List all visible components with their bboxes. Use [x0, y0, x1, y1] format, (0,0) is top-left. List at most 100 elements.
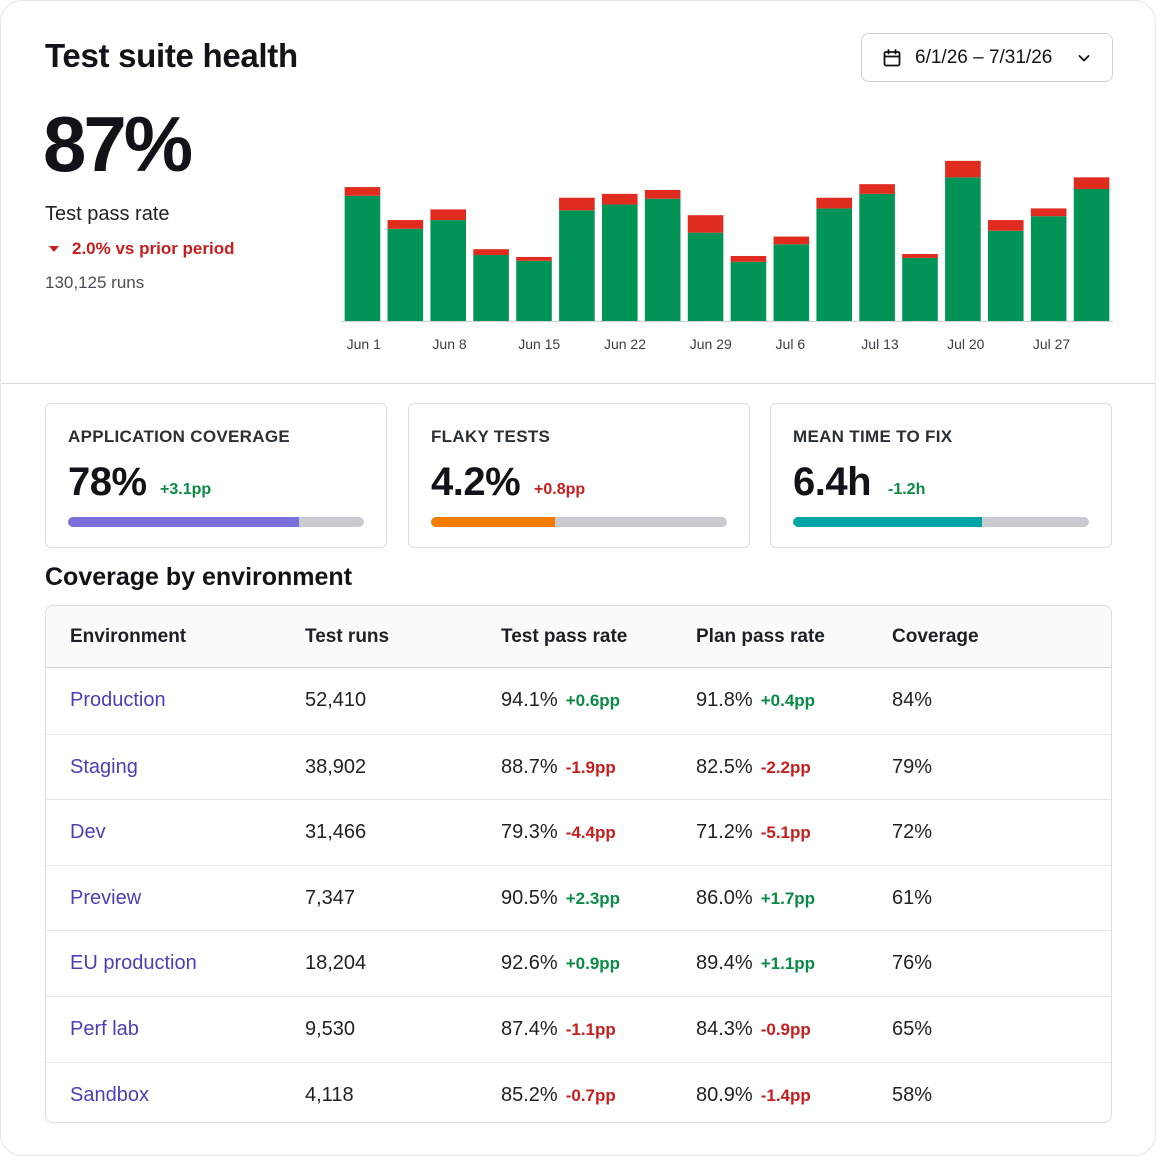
bar-pass-segment — [473, 255, 509, 321]
test-pass-rate-cell: 87.4% -1.1pp — [501, 1018, 616, 1041]
metric-value: 4.2% — [431, 460, 521, 504]
plan-pass-rate-value: 71.2% — [696, 821, 753, 844]
coverage-cell: 58% — [892, 1083, 933, 1106]
metric-progress-track — [68, 517, 364, 527]
environment-link[interactable]: Production — [70, 689, 166, 711]
coverage-cell: 84% — [892, 689, 933, 711]
bar-fail-segment — [902, 254, 938, 258]
table-row[interactable]: Perf lab 9,530 87.4% -1.1pp 84.3% -0.9pp 65% — [46, 996, 1111, 1062]
plan-pass-rate-cell: 82.5% -2.2pp — [696, 756, 811, 779]
table-row[interactable]: EU production 18,204 92.6% +0.9pp 89.4% +1.1p… — [46, 930, 1111, 996]
bar-pass-segment — [859, 193, 895, 321]
test-pass-rate-value: 85.2% — [501, 1083, 558, 1106]
environment-link[interactable]: EU production — [70, 952, 197, 975]
environment-link[interactable]: Sandbox — [70, 1083, 149, 1106]
metric-progress-fill — [793, 517, 983, 527]
test-runs-cell: 31,466 — [305, 821, 367, 844]
bar-pass-segment — [1030, 216, 1067, 321]
metric-delta: -1.2h — [888, 481, 926, 498]
environment-link[interactable]: Staging — [70, 755, 138, 778]
bar-pass-segment — [687, 232, 724, 321]
x-tick-label: Jul 20 — [947, 336, 985, 352]
plan-pass-rate-cell: 86.0% +1.7pp — [696, 887, 815, 910]
plan-pass-rate-cell: 71.2% -5.1pp — [696, 821, 811, 844]
metric-label: APPLICATION COVERAGE — [68, 427, 290, 446]
plan-pass-rate-delta: -0.9pp — [760, 1020, 811, 1039]
coverage-cell: 79% — [892, 755, 933, 778]
metric-card: FLAKY TESTS 4.2% +0.8pp — [408, 403, 750, 548]
table-row[interactable]: Dev 31,466 79.3% -4.4pp 71.2% -5.1pp 72% — [46, 799, 1111, 865]
column-header-environment[interactable]: Environment — [70, 626, 187, 647]
coverage-cell: 65% — [892, 1018, 933, 1040]
page-title: Test suite health — [45, 37, 298, 74]
column-header-test-runs[interactable]: Test runs — [305, 626, 390, 647]
coverage-cell: 76% — [892, 952, 933, 975]
bar-fail-segment — [859, 184, 895, 194]
table-header: Environment Test runs Test pass rate Pla… — [46, 606, 1111, 668]
metric-value: 6.4h — [793, 460, 872, 504]
column-header-test-pass-rate[interactable]: Test pass rate — [501, 626, 628, 647]
bar-fail-segment — [601, 193, 638, 205]
pass-rate-delta: 2.0% vs prior period — [49, 239, 235, 259]
table-row[interactable]: Preview 7,347 90.5% +2.3pp 86.0% +1.7pp 61% — [46, 864, 1111, 931]
bar-fail-segment — [559, 197, 595, 211]
plan-pass-rate-value: 82.5% — [696, 755, 753, 778]
metric-card: APPLICATION COVERAGE 78% +3.1pp — [45, 403, 387, 548]
pass-rate-label: Test pass rate — [45, 203, 170, 225]
section-divider — [1, 383, 1155, 384]
test-runs-cell: 38,902 — [305, 755, 367, 778]
bar-fail-segment — [430, 209, 467, 221]
metric-delta: +0.8pp — [534, 481, 586, 498]
plan-pass-rate-cell: 80.9% -1.4pp — [696, 1084, 811, 1107]
test-pass-rate-cell: 79.3% -4.4pp — [501, 821, 616, 844]
plan-pass-rate-value: 80.9% — [696, 1083, 753, 1106]
environment-link[interactable]: Perf lab — [70, 1018, 139, 1040]
test-runs-cell: 9,530 — [305, 1018, 356, 1040]
test-pass-rate-cell: 94.1% +0.6pp — [501, 689, 620, 712]
calendar-icon — [883, 48, 901, 66]
table-row[interactable]: Staging 38,902 88.7% -1.9pp 82.5% -2.2pp 79% — [46, 733, 1111, 800]
x-tick-label: Jun 1 — [347, 336, 381, 352]
plan-pass-rate-value: 86.0% — [696, 886, 753, 909]
column-header-plan-pass-rate[interactable]: Plan pass rate — [696, 626, 825, 647]
table-row[interactable]: Production 52,410 94.1% +0.6pp 91.8% +0.4pp 84… — [46, 668, 1111, 734]
test-pass-rate-value: 88.7% — [501, 755, 558, 778]
plan-pass-rate-value: 89.4% — [696, 952, 753, 975]
bar-fail-segment — [644, 189, 681, 199]
date-range-picker[interactable]: 6/1/26 – 7/31/26 — [861, 33, 1113, 82]
test-runs-cell: 7,347 — [305, 886, 356, 909]
plan-pass-rate-cell: 91.8% +0.4pp — [696, 689, 815, 712]
bar-fail-segment — [344, 187, 381, 196]
plan-pass-rate-cell: 84.3% -0.9pp — [696, 1018, 811, 1041]
test-pass-rate-value: 87.4% — [501, 1018, 558, 1040]
bar-fail-segment — [387, 220, 424, 229]
environment-link[interactable]: Dev — [70, 821, 106, 844]
x-tick-label: Jun 22 — [604, 336, 646, 352]
x-tick-label: Jul 27 — [1033, 336, 1071, 352]
bar-pass-segment — [773, 244, 810, 321]
plan-pass-rate-delta: -1.4pp — [760, 1085, 811, 1105]
plan-pass-rate-delta: -5.1pp — [760, 823, 811, 843]
test-pass-rate-cell: 92.6% +0.9pp — [501, 952, 620, 975]
bar-fail-segment — [687, 215, 724, 233]
bar-fail-segment — [945, 160, 981, 178]
plan-pass-rate-cell: 89.4% +1.1pp — [696, 952, 815, 975]
column-header-coverage[interactable]: Coverage — [892, 626, 979, 647]
metric-progress-track — [431, 517, 727, 527]
test-pass-rate-cell: 88.7% -1.9pp — [501, 756, 616, 779]
bar-pass-segment — [644, 198, 681, 321]
bar-fail-segment — [730, 255, 767, 262]
test-pass-rate-delta: -1.9pp — [565, 757, 616, 777]
test-runs-cell: 18,204 — [305, 952, 367, 975]
caret-down-icon — [49, 246, 59, 252]
test-pass-rate-delta: +0.6pp — [565, 691, 621, 710]
metric-delta: +3.1pp — [160, 481, 212, 498]
test-pass-rate-cell: 90.5% +2.3pp — [501, 887, 620, 910]
environment-link[interactable]: Preview — [70, 886, 142, 909]
table-row[interactable]: Sandbox 4,118 85.2% -0.7pp 80.9% -1.4pp 58% — [46, 1061, 1111, 1122]
bar-fail-segment — [816, 197, 853, 209]
plan-pass-rate-value: 84.3% — [696, 1018, 753, 1040]
date-range-value: 6/1/26 – 7/31/26 — [915, 46, 1053, 68]
metric-progress-fill — [68, 517, 299, 527]
